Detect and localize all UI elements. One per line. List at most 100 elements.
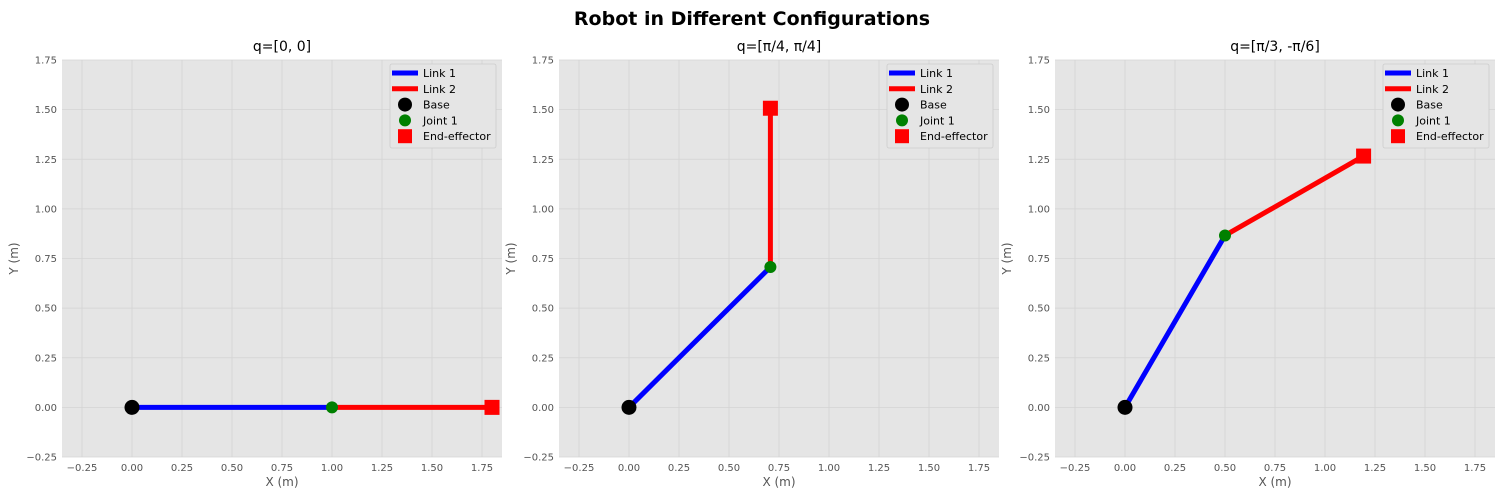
x-tick-label: 0.75 bbox=[271, 463, 293, 474]
x-tick-label: 1.75 bbox=[968, 463, 990, 474]
x-tick-label: 0.50 bbox=[221, 463, 243, 474]
y-tick-label: 0.75 bbox=[532, 254, 554, 265]
x-tick-label: 0.25 bbox=[1164, 463, 1186, 474]
subplot-1: −0.25 0.00 0.25 0.50 0.75 1.00 1.25 1.50 1.75 −0.… bbox=[7, 39, 502, 489]
legend-base-swatch bbox=[1391, 97, 1405, 112]
y-tick-label: 1.00 bbox=[532, 204, 554, 215]
y-axis-label: Y (m) bbox=[7, 242, 21, 275]
subplot-3: −0.25 0.00 0.25 0.50 0.75 1.00 1.25 1.50 1.75 −0.… bbox=[1000, 39, 1495, 489]
base-marker bbox=[124, 399, 140, 415]
legend-base-swatch bbox=[895, 97, 909, 112]
x-tick-label: 1.25 bbox=[1364, 463, 1386, 474]
legend: Link 1 Link 2 Base Joint 1 End-effector bbox=[389, 63, 497, 149]
y-tick-label: 0.25 bbox=[532, 353, 554, 364]
x-tick-label: 0.25 bbox=[171, 463, 193, 474]
legend-base-swatch bbox=[398, 97, 412, 112]
joint-1-marker bbox=[326, 401, 338, 414]
y-tick-label: 1.25 bbox=[532, 155, 554, 166]
x-tick-label: 0.00 bbox=[1114, 463, 1136, 474]
y-tick-label: 1.50 bbox=[35, 105, 57, 116]
subplot-title: q=[0, 0] bbox=[253, 39, 311, 55]
legend-label: Link 2 bbox=[423, 83, 456, 96]
x-tick-label: 1.25 bbox=[371, 463, 393, 474]
y-tick-label: −0.25 bbox=[1019, 453, 1050, 464]
legend-label: Link 1 bbox=[920, 67, 953, 80]
y-tick-label: −0.25 bbox=[523, 453, 554, 464]
legend-label: End-effector bbox=[423, 130, 491, 143]
legend-label: End-effector bbox=[1416, 130, 1484, 143]
legend-end-effector-swatch bbox=[895, 129, 909, 144]
y-tick-label: 1.00 bbox=[35, 204, 57, 215]
legend-label: Link 2 bbox=[1416, 83, 1449, 96]
legend-label: End-effector bbox=[920, 130, 988, 143]
x-tick-label: −0.25 bbox=[564, 463, 595, 474]
y-tick-label: 1.75 bbox=[532, 56, 554, 67]
x-tick-label: 0.50 bbox=[718, 463, 740, 474]
link-2-line bbox=[1223, 153, 1365, 238]
x-tick-label: 1.75 bbox=[471, 463, 493, 474]
x-tick-label: 1.00 bbox=[1314, 463, 1336, 474]
legend: Link 1 Link 2 Base Joint 1 End-effector bbox=[1382, 63, 1490, 149]
base-marker bbox=[1117, 399, 1133, 415]
legend-label: Joint 1 bbox=[919, 114, 955, 127]
y-tick-label: 0.75 bbox=[35, 254, 57, 265]
subplot-title: q=[π/4, π/4] bbox=[737, 39, 822, 55]
base-marker bbox=[621, 399, 637, 415]
legend-label: Joint 1 bbox=[422, 114, 458, 127]
x-tick-label: 1.50 bbox=[421, 463, 443, 474]
y-tick-label: 0.00 bbox=[532, 403, 554, 414]
y-axis-label: Y (m) bbox=[504, 242, 518, 275]
x-tick-label: 1.25 bbox=[868, 463, 890, 474]
x-tick-label: −0.25 bbox=[67, 463, 98, 474]
link-1-line bbox=[627, 265, 773, 410]
legend-label: Link 2 bbox=[920, 83, 953, 96]
x-tick-label: 1.75 bbox=[1464, 463, 1486, 474]
x-tick-label: 0.75 bbox=[1264, 463, 1286, 474]
legend-label: Link 1 bbox=[1416, 67, 1449, 80]
y-tick-label: 0.00 bbox=[35, 403, 57, 414]
y-tick-label: 0.50 bbox=[1028, 304, 1050, 315]
x-tick-label: 1.50 bbox=[1414, 463, 1436, 474]
x-axis-label: X (m) bbox=[1258, 475, 1291, 489]
legend-frame bbox=[389, 63, 497, 149]
subplot-2: −0.25 0.00 0.25 0.50 0.75 1.00 1.25 1.50 1.75 −0.… bbox=[504, 39, 999, 489]
y-tick-label: 0.50 bbox=[532, 304, 554, 315]
end-effector-marker bbox=[484, 399, 500, 415]
y-tick-label: 1.25 bbox=[1028, 155, 1050, 166]
x-tick-label: −0.25 bbox=[1060, 463, 1091, 474]
y-tick-label: 1.50 bbox=[1028, 105, 1050, 116]
x-tick-label: 0.00 bbox=[618, 463, 640, 474]
legend-label: Base bbox=[1416, 99, 1443, 112]
joint-1-marker bbox=[764, 261, 777, 274]
y-tick-label: −0.25 bbox=[26, 453, 57, 464]
subplot-title: q=[π/3, -π/6] bbox=[1230, 39, 1320, 55]
legend-frame bbox=[886, 63, 994, 149]
legend-label: Joint 1 bbox=[1415, 114, 1451, 127]
y-tick-label: 0.00 bbox=[1028, 403, 1050, 414]
legend-end-effector-swatch bbox=[1391, 129, 1405, 144]
x-tick-label: 0.75 bbox=[768, 463, 790, 474]
legend: Link 1 Link 2 Base Joint 1 End-effector bbox=[886, 63, 994, 149]
y-axis-label: Y (m) bbox=[1000, 242, 1014, 275]
y-tick-label: 1.00 bbox=[1028, 204, 1050, 215]
y-tick-label: 1.75 bbox=[1028, 56, 1050, 67]
legend-frame bbox=[1382, 63, 1490, 149]
x-tick-label: 0.25 bbox=[668, 463, 690, 474]
link-1-line bbox=[1122, 234, 1228, 409]
subplot-panels: −0.25 0.00 0.25 0.50 0.75 1.00 1.25 1.50 1.75 −0.… bbox=[7, 39, 1495, 489]
x-tick-label: 1.00 bbox=[321, 463, 343, 474]
x-axis-label: X (m) bbox=[762, 475, 795, 489]
x-tick-label: 0.00 bbox=[121, 463, 143, 474]
y-tick-label: 0.25 bbox=[1028, 353, 1050, 364]
figure-suptitle: Robot in Different Configurations bbox=[574, 8, 930, 30]
joint-1-marker bbox=[1219, 229, 1231, 242]
legend-joint-1-swatch bbox=[399, 114, 411, 127]
legend-end-effector-swatch bbox=[398, 129, 412, 144]
legend-label: Base bbox=[920, 99, 947, 112]
y-tick-label: 0.75 bbox=[1028, 254, 1050, 265]
x-tick-label: 1.50 bbox=[918, 463, 940, 474]
legend-joint-1-swatch bbox=[896, 114, 908, 127]
end-effector-marker bbox=[1356, 148, 1372, 164]
x-tick-label: 1.00 bbox=[818, 463, 840, 474]
y-tick-label: 1.75 bbox=[35, 56, 57, 67]
